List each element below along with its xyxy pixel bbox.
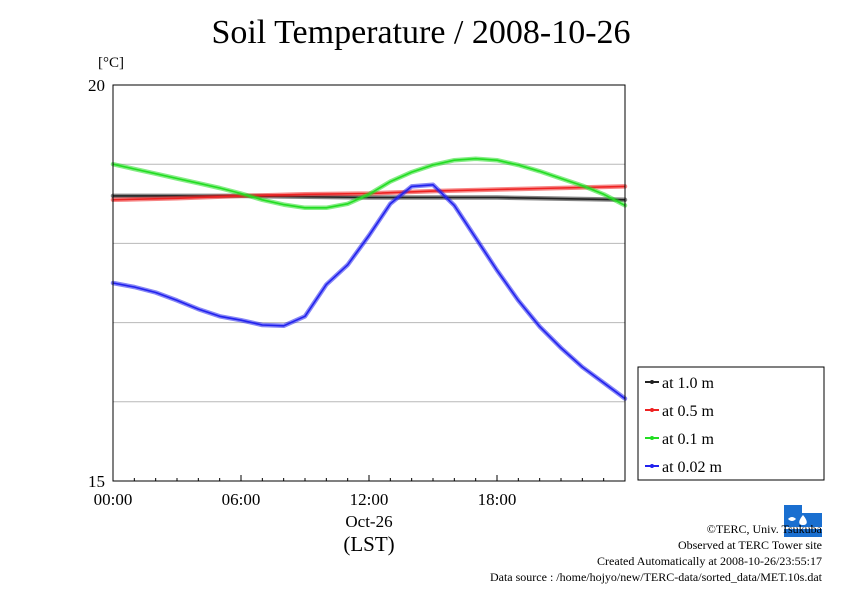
y-axis-unit-label: [°C] [98,55,124,71]
credit-observed: Observed at TERC Tower site [677,538,822,552]
x-tick-label: 18:00 [478,490,517,509]
legend-label: at 0.1 m [662,431,715,448]
legend-label: at 0.02 m [662,459,723,476]
x-date-label: Oct-26 [345,512,392,531]
axis-layer: 15 20 00:00 06:00 12:00 18:00 Oct-26(LST) [88,76,626,556]
legend: at 1.0 m at 0.5 m at 0.1 m at 0.02 m [637,366,825,481]
x-tick-label: 06:00 [222,490,261,509]
legend-marker [650,408,654,412]
series-line-band-at-0-02-m [110,182,628,401]
x-tick-label: 12:00 [350,490,389,509]
plot-frame [112,84,626,482]
legend-marker [650,436,654,440]
series-layer [110,156,628,401]
credit-created: Created Automatically at 2008-10-26/23:5… [597,554,822,568]
grid-layer [113,163,625,403]
credit-copyright: ©TERC, Univ. Tsukuba [706,522,822,536]
y-tick-label: 20 [88,76,105,95]
series-line-at-0-02-m [112,184,626,400]
y-tick-label: 15 [88,472,105,491]
series-line-at-0-1-m [112,157,626,209]
chart-title: Soil Temperature / 2008-10-26 [211,14,631,51]
x-tick-label: 00:00 [94,490,133,509]
legend-label: at 1.0 m [662,375,715,392]
legend-marker [650,464,654,468]
legend-label: at 0.5 m [662,403,715,420]
legend-box [637,366,825,481]
credit-source: Data source : /home/hojyo/new/TERC-data/… [489,570,822,584]
credits-block: ©TERC, Univ. Tsukuba Observed at TERC To… [490,521,822,585]
terc-logo [782,503,824,539]
legend-marker [650,380,654,384]
x-axis-label: (LST) [343,532,394,556]
